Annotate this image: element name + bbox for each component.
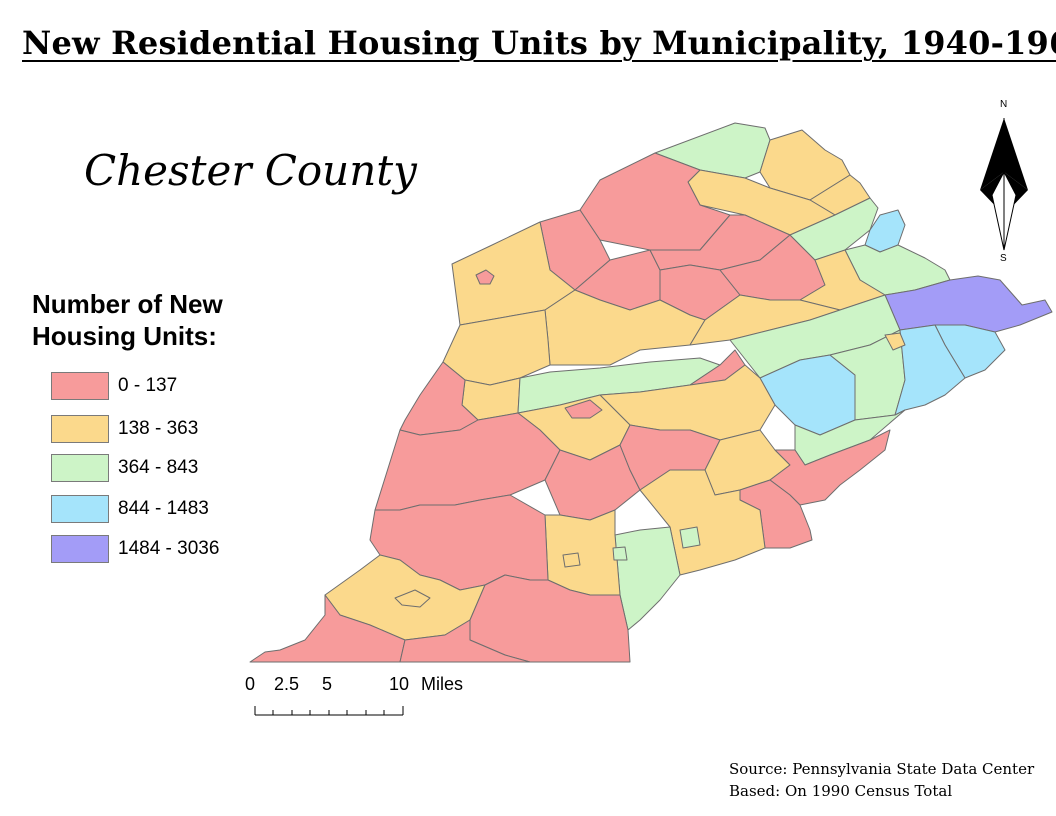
municipality-layer	[249, 122, 1053, 663]
municipality-region	[612, 546, 628, 561]
source-note: Source: Pennsylvania State Data Center B…	[729, 758, 1034, 802]
municipality-region	[394, 589, 431, 608]
scale-tick-label: 10	[389, 674, 410, 694]
source-line-2: Based: On 1990 Census Total	[729, 782, 953, 800]
legend-item-0-137: 0 - 137	[51, 371, 177, 401]
north-label: N	[1000, 99, 1008, 110]
municipality-region	[475, 269, 495, 285]
scale-tick-label: 5	[322, 674, 333, 694]
scale-unit-label: Miles	[421, 674, 464, 694]
municipality-region	[884, 332, 906, 351]
legend-item-1484-3036: 1484 - 3036	[51, 534, 219, 564]
scale-bar	[254, 706, 404, 716]
legend-item-364-843: 364 - 843	[51, 453, 198, 483]
legend-title-line-1: Number of New	[32, 289, 223, 319]
north-arrow-icon	[980, 118, 1028, 251]
legend-swatch-844-1483	[51, 495, 109, 523]
legend-swatch-1484-3036	[51, 535, 109, 563]
legend-title: Number of New Housing Units:	[32, 288, 223, 352]
municipality-region	[679, 526, 701, 549]
legend-swatch-0-137	[51, 372, 109, 400]
legend-label-844-1483: 844 - 1483	[118, 498, 209, 519]
legend-title-line-2: Housing Units:	[32, 321, 217, 351]
legend-swatch-138-363	[51, 415, 109, 443]
legend-label-1484-3036: 1484 - 3036	[118, 538, 220, 559]
municipality-region	[894, 324, 966, 416]
source-line-1: Source: Pennsylvania State Data Center	[729, 760, 1035, 778]
map-title: New Residential Housing Units by Municip…	[22, 24, 1056, 62]
county-label: Chester County	[84, 146, 417, 195]
scale-tick-label: 2.5	[274, 674, 300, 694]
municipality-region	[544, 509, 621, 596]
legend-item-138-363: 138 - 363	[51, 414, 198, 444]
legend-label-364-843: 364 - 843	[118, 457, 199, 478]
scale-tick-label: 0	[245, 674, 256, 694]
municipality-region	[579, 152, 731, 251]
legend-label-138-363: 138 - 363	[118, 418, 199, 439]
municipality-region	[564, 399, 603, 419]
municipality-region	[562, 552, 581, 568]
legend-swatch-364-843	[51, 454, 109, 482]
municipality-region	[399, 619, 531, 663]
legend-label-0-137: 0 - 137	[118, 375, 178, 396]
south-label: S	[1000, 253, 1007, 264]
legend-item-844-1483: 844 - 1483	[51, 494, 209, 524]
